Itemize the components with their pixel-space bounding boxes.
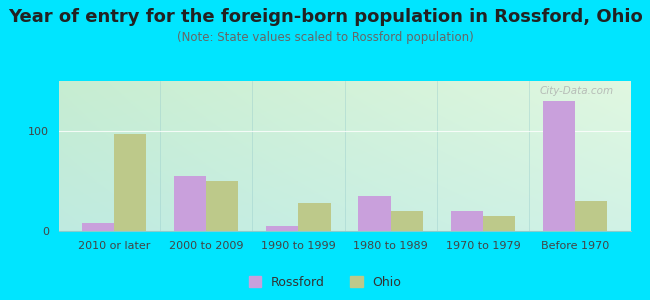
Text: City-Data.com: City-Data.com [540, 85, 614, 95]
Legend: Rossford, Ohio: Rossford, Ohio [244, 271, 406, 294]
Text: (Note: State values scaled to Rossford population): (Note: State values scaled to Rossford p… [177, 32, 473, 44]
Bar [81, 223, 114, 231]
Bar [206, 181, 239, 231]
Bar [358, 196, 391, 231]
Bar [543, 101, 575, 231]
Bar [114, 134, 146, 231]
Bar [450, 211, 483, 231]
Text: Year of entry for the foreign-born population in Rossford, Ohio: Year of entry for the foreign-born popul… [8, 8, 642, 26]
Bar [391, 211, 423, 231]
Bar [266, 226, 298, 231]
Bar [298, 203, 331, 231]
Bar [483, 216, 515, 231]
Bar [575, 201, 608, 231]
Bar [174, 176, 206, 231]
